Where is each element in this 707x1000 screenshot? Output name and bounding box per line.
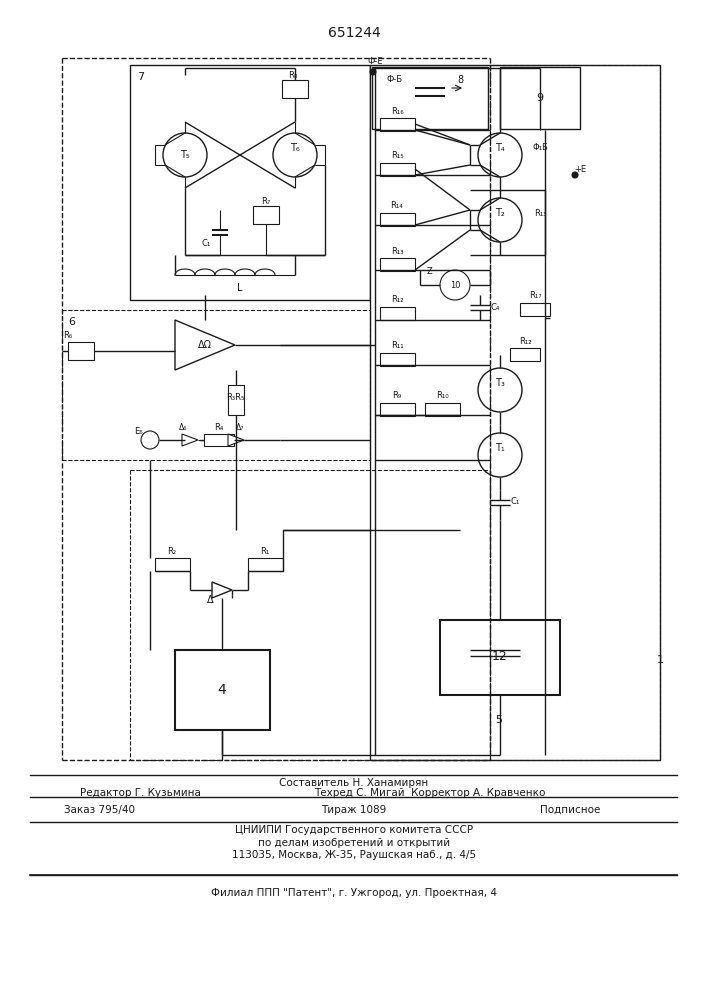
- Circle shape: [478, 133, 522, 177]
- Text: R₇: R₇: [262, 196, 271, 206]
- Circle shape: [163, 133, 207, 177]
- Bar: [510, 348, 540, 361]
- Text: 7: 7: [137, 72, 144, 82]
- Text: Δ₆: Δ₆: [179, 424, 187, 432]
- Text: Техред С. Мигай  Корректор А. Кравченко: Техред С. Мигай Корректор А. Кравченко: [315, 788, 546, 798]
- Bar: [253, 206, 279, 224]
- Text: R₆: R₆: [64, 330, 73, 340]
- Text: T₁: T₁: [495, 443, 505, 453]
- Text: T₃: T₃: [495, 378, 505, 388]
- Bar: [380, 213, 415, 226]
- Bar: [248, 558, 283, 571]
- Text: C₄: C₄: [491, 302, 500, 312]
- Text: E₆: E₆: [134, 428, 142, 436]
- Bar: [130, 65, 370, 300]
- Bar: [380, 403, 415, 416]
- Text: T₅: T₅: [180, 150, 189, 160]
- Text: R₈: R₈: [288, 70, 298, 80]
- Text: Составитель Н. Ханамирян: Составитель Н. Ханамирян: [279, 778, 428, 788]
- Text: Тираж 1089: Тираж 1089: [322, 805, 387, 815]
- Text: R₁₇: R₁₇: [529, 292, 542, 300]
- Bar: [380, 258, 415, 271]
- Bar: [282, 80, 308, 98]
- Bar: [425, 403, 460, 416]
- Text: 1: 1: [657, 655, 663, 665]
- Text: R₂: R₂: [168, 546, 177, 556]
- Text: Z: Z: [427, 267, 433, 276]
- Text: R₁₀: R₁₀: [436, 391, 448, 400]
- Bar: [380, 118, 415, 131]
- Bar: [204, 434, 234, 446]
- Bar: [370, 65, 660, 760]
- Text: R₁₃: R₁₃: [391, 246, 403, 255]
- Text: 113035, Москва, Ж-35, Раушская наб., д. 4/5: 113035, Москва, Ж-35, Раушская наб., д. …: [232, 850, 476, 860]
- Circle shape: [478, 433, 522, 477]
- Bar: [155, 558, 190, 571]
- Bar: [175, 650, 270, 730]
- Text: R₃R₅: R₃R₅: [226, 393, 244, 402]
- Text: C₁: C₁: [201, 238, 211, 247]
- Text: R₁₃: R₁₃: [534, 209, 547, 218]
- Text: 5: 5: [495, 715, 502, 725]
- Text: R₁₆: R₁₆: [391, 106, 403, 115]
- Circle shape: [572, 172, 578, 178]
- Text: Δ₇: Δ₇: [236, 424, 244, 432]
- Text: R₄: R₄: [214, 422, 223, 432]
- Text: ΔΩ: ΔΩ: [198, 340, 212, 350]
- Bar: [520, 303, 550, 316]
- Bar: [380, 163, 415, 176]
- Circle shape: [478, 198, 522, 242]
- Polygon shape: [175, 320, 235, 370]
- Bar: [68, 342, 94, 360]
- Circle shape: [440, 270, 470, 300]
- Text: C₁: C₁: [510, 497, 520, 506]
- Text: Ф-Е: Ф-Е: [367, 57, 382, 66]
- Polygon shape: [212, 582, 232, 598]
- Text: Δ: Δ: [206, 595, 214, 605]
- Text: R₁₂: R₁₂: [391, 296, 403, 304]
- Bar: [500, 67, 580, 129]
- Text: +Е: +Е: [574, 165, 586, 174]
- Text: 6: 6: [68, 317, 75, 327]
- Text: 9: 9: [537, 93, 544, 103]
- Text: R₁₁: R₁₁: [391, 342, 403, 351]
- Text: 10: 10: [450, 280, 460, 290]
- Circle shape: [370, 69, 376, 75]
- Text: Филиал ППП "Патент", г. Ужгород, ул. Проектная, 4: Филиал ППП "Патент", г. Ужгород, ул. Про…: [211, 888, 497, 898]
- Circle shape: [273, 133, 317, 177]
- Text: Редактор Г. Кузьмина: Редактор Г. Кузьмина: [80, 788, 201, 798]
- Text: T₆: T₆: [290, 143, 300, 153]
- Text: ЦНИИПИ Государственного комитета СССР: ЦНИИПИ Государственного комитета СССР: [235, 825, 473, 835]
- Text: R₉: R₉: [392, 391, 402, 400]
- Text: Заказ 795/40: Заказ 795/40: [64, 805, 136, 815]
- Polygon shape: [182, 434, 198, 446]
- Bar: [380, 353, 415, 366]
- Bar: [380, 307, 415, 320]
- Text: 8: 8: [457, 75, 463, 85]
- Bar: [440, 620, 560, 695]
- Text: 12: 12: [492, 650, 508, 664]
- Text: L: L: [238, 283, 243, 293]
- Text: по делам изобретений и открытий: по делам изобретений и открытий: [258, 838, 450, 848]
- Text: R₁₂: R₁₂: [519, 336, 531, 346]
- Text: R₁₄: R₁₄: [391, 202, 404, 211]
- Circle shape: [141, 431, 159, 449]
- Text: Подписное: Подписное: [540, 805, 600, 815]
- Polygon shape: [228, 434, 244, 446]
- Text: R₁: R₁: [260, 546, 269, 556]
- Text: Φ₁Б: Φ₁Б: [532, 143, 548, 152]
- Text: 651244: 651244: [327, 26, 380, 40]
- Text: T₂: T₂: [495, 208, 505, 218]
- Circle shape: [478, 368, 522, 412]
- Bar: [228, 385, 244, 415]
- Bar: [372, 67, 488, 129]
- Text: T₄: T₄: [495, 143, 505, 153]
- Text: 4: 4: [218, 683, 226, 697]
- Text: Ф-Б: Ф-Б: [387, 76, 403, 85]
- Text: R₁₅: R₁₅: [391, 151, 403, 160]
